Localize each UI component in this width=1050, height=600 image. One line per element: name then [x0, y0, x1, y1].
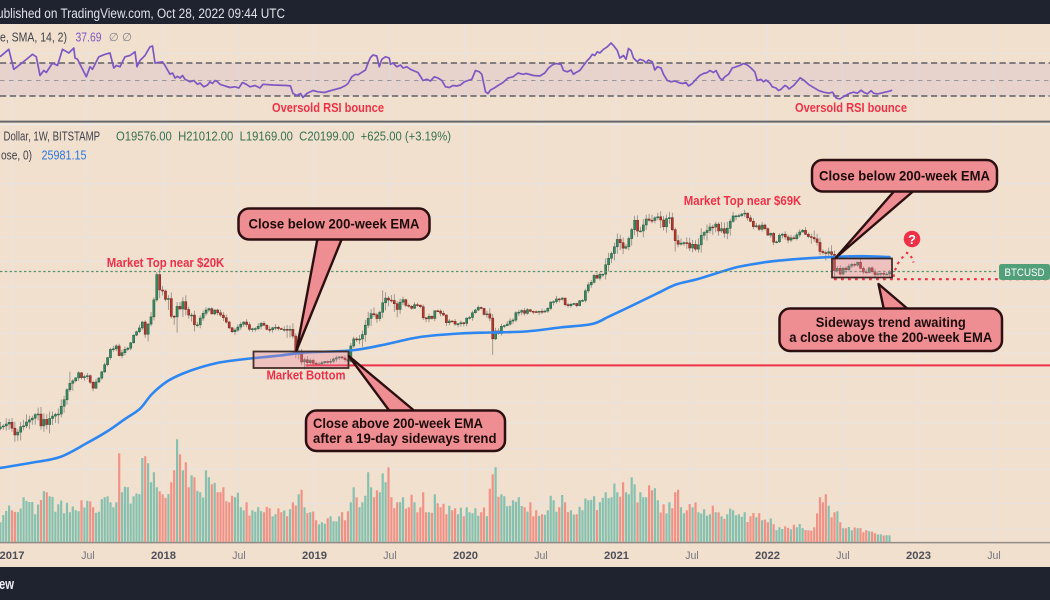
- svg-text:O19576.00 H21012.00 L19169.0: O19576.00 H21012.00 L19169.00 C20199.00 …: [116, 129, 451, 144]
- svg-text:Jul: Jul: [836, 550, 850, 562]
- svg-text:Jul: Jul: [232, 550, 246, 562]
- svg-text:2022: 2022: [755, 550, 780, 562]
- svg-text:Jul: Jul: [383, 550, 397, 562]
- svg-text:ose, 0): ose, 0): [1, 148, 32, 163]
- svg-text:?: ?: [908, 232, 916, 247]
- svg-text:25981.15: 25981.15: [42, 148, 87, 163]
- svg-text:Oversold RSI bounce: Oversold RSI bounce: [272, 100, 384, 115]
- svg-text:2020: 2020: [453, 550, 478, 562]
- svg-text:Close above 200-week EMA: Close above 200-week EMA: [313, 416, 483, 431]
- svg-text:2021: 2021: [604, 550, 630, 562]
- svg-text:Jul: Jul: [685, 550, 699, 562]
- svg-text:2018: 2018: [151, 550, 176, 562]
- svg-text:2023: 2023: [906, 550, 931, 562]
- svg-text:Jul: Jul: [81, 550, 95, 562]
- svg-text:∅: ∅: [109, 32, 119, 44]
- svg-text:Market Top near $69K: Market Top near $69K: [684, 193, 802, 208]
- svg-text:37.69: 37.69: [76, 31, 102, 45]
- svg-text:∅: ∅: [122, 32, 132, 44]
- svg-text:ublished on TradingView.com, O: ublished on TradingView.com, Oct 28, 202…: [0, 6, 285, 22]
- svg-text:Close below 200-week EMA: Close below 200-week EMA: [819, 168, 990, 183]
- svg-text:2017: 2017: [0, 550, 25, 562]
- svg-text:Sideways trend awaiting: Sideways trend awaiting: [816, 315, 966, 330]
- svg-text:BTCUSD: BTCUSD: [1005, 267, 1045, 279]
- svg-text:Dollar, 1W, BITSTAMP: Dollar, 1W, BITSTAMP: [4, 129, 101, 144]
- svg-text:Oversold RSI bounce: Oversold RSI bounce: [795, 100, 907, 115]
- svg-text:Market Top near $20K: Market Top near $20K: [107, 255, 225, 270]
- svg-text:a close above the 200-week EMA: a close above the 200-week EMA: [789, 330, 992, 345]
- svg-text:Close below 200-week EMA: Close below 200-week EMA: [249, 217, 420, 232]
- svg-text:ew: ew: [0, 576, 14, 593]
- svg-text:Market Bottom: Market Bottom: [267, 368, 346, 383]
- svg-text:Jul: Jul: [987, 550, 1001, 562]
- svg-text:after a 19-day sideways trend: after a 19-day sideways trend: [313, 431, 497, 446]
- svg-text:Jul: Jul: [534, 550, 548, 562]
- svg-text:2019: 2019: [302, 550, 327, 562]
- svg-text:e, SMA, 14, 2): e, SMA, 14, 2): [0, 31, 67, 45]
